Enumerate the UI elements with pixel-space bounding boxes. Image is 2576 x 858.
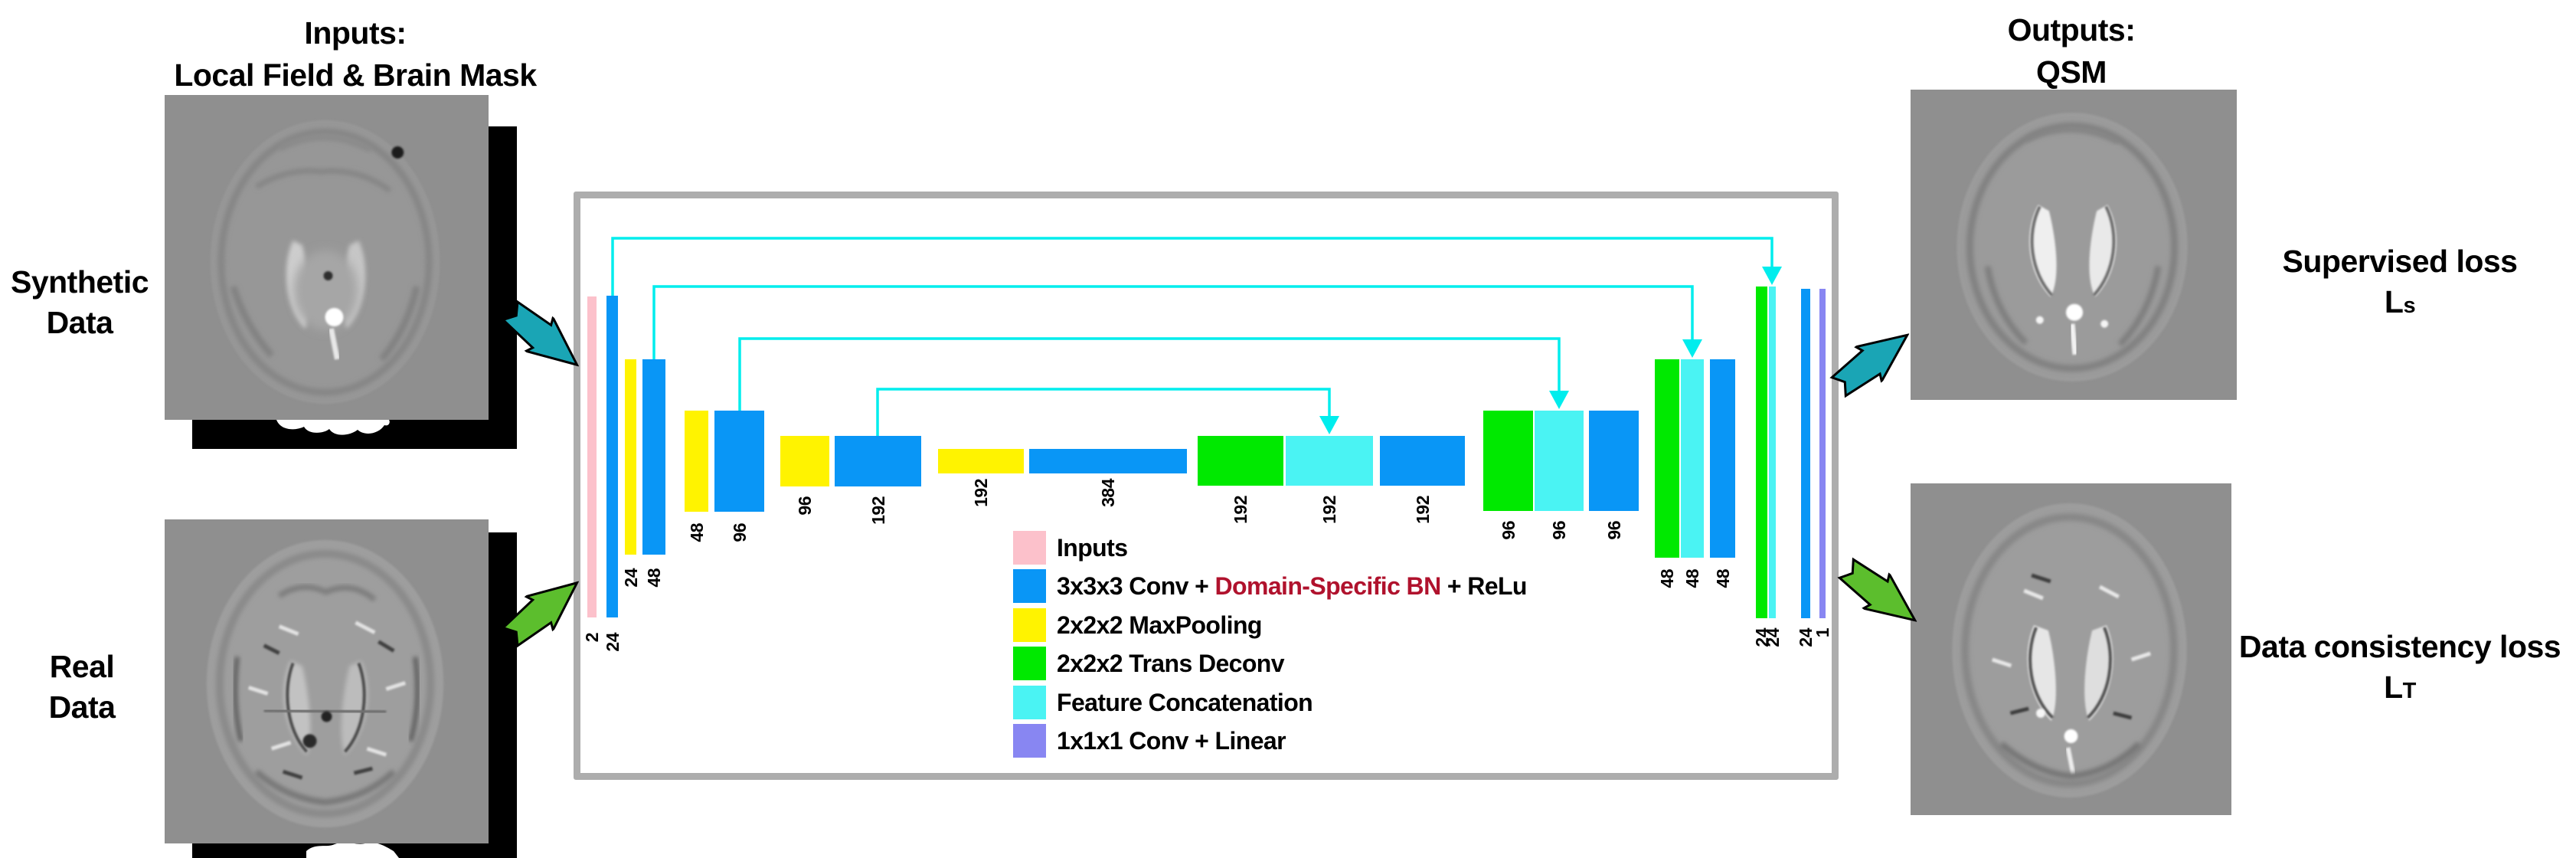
layer-bar-blue-24 <box>606 296 618 617</box>
layer-bar-blue-48 <box>1710 359 1735 558</box>
channel-count-label: 2 <box>582 633 602 643</box>
block-arrow-icon <box>1829 333 1910 398</box>
legend-label-part: Feature Concatenation <box>1057 688 1313 716</box>
channel-count-label: 24 <box>620 568 641 588</box>
legend-label-part: 2x2x2 MaxPooling <box>1057 611 1262 639</box>
outputs-title-line1: Outputs: <box>2007 12 2136 47</box>
layer-bar-cyan-192 <box>1286 436 1373 486</box>
layer-bar-green-192 <box>1198 436 1283 486</box>
channel-count-label: 96 <box>795 496 815 516</box>
layer-bar-blue-48 <box>642 359 665 555</box>
legend-label: 3x3x3 Conv + Domain-Specific BN + ReLu <box>1057 569 1527 603</box>
legend-label: 1x1x1 Conv + Linear <box>1057 724 1286 758</box>
channel-count-label: 48 <box>1657 569 1677 588</box>
legend-swatch-cyan <box>1013 685 1046 719</box>
legend-label: 2x2x2 MaxPooling <box>1057 608 1262 642</box>
legend-label-part: 3x3x3 Conv + <box>1057 572 1215 601</box>
inputs-title-line1: Inputs: <box>304 15 407 51</box>
qsm-supervised-output-image <box>1911 90 2237 400</box>
outputs-title: Outputs: QSM <box>1891 9 2251 93</box>
legend-swatch-green <box>1013 647 1046 681</box>
channel-count-label: 48 <box>1682 569 1702 588</box>
layer-bar-yellow-96 <box>780 436 829 486</box>
legend-label-part: Inputs <box>1057 534 1128 562</box>
layer-bar-blue-192 <box>1380 436 1465 486</box>
supervised-loss-label: Supervised loss Ls <box>2282 244 2518 319</box>
legend-swatch-yellow <box>1013 607 1046 642</box>
channel-count-label: 48 <box>1712 569 1733 588</box>
legend-label: Inputs <box>1057 531 1128 565</box>
real-localfield-image <box>165 519 489 843</box>
dc-output-arrow <box>1831 549 1930 639</box>
inputs-title: Inputs: Local Field & Brain Mask <box>91 12 619 97</box>
layer-bar-green-24 <box>1756 287 1767 618</box>
real-input-arrow <box>495 564 593 655</box>
synthetic-input-arrow <box>495 292 593 383</box>
layer-bar-purple-1 <box>1819 289 1826 618</box>
synthetic-data-label: Synthetic Data <box>10 264 149 340</box>
channel-count-label: 48 <box>686 523 707 542</box>
channel-count-label: 48 <box>644 568 664 588</box>
brain-mask-peek <box>276 420 390 435</box>
real-data-label: Real Data <box>48 649 116 725</box>
brain-mask-peek <box>306 842 399 858</box>
synthetic-localfield-image <box>165 95 489 420</box>
channel-count-label: 192 <box>1412 496 1433 524</box>
block-arrow-icon <box>501 581 580 648</box>
legend-swatch-purple <box>1013 724 1046 758</box>
outputs-title-line2: QSM <box>2036 54 2107 90</box>
channel-count-label: 96 <box>1603 521 1624 540</box>
data-consistency-loss-label: Data consistency loss LT <box>2238 629 2561 705</box>
legend-swatch-pink <box>1013 531 1046 565</box>
layer-bar-pink-2 <box>587 296 597 617</box>
layer-bar-cyan-24 <box>1769 287 1776 618</box>
layer-bar-blue-24 <box>1801 289 1810 618</box>
channel-count-label: 24 <box>602 633 623 652</box>
channel-count-label: 96 <box>1498 521 1518 540</box>
layer-bar-blue-96 <box>714 411 764 512</box>
legend-label-part: + ReLu <box>1440 572 1528 601</box>
inputs-title-line2: Local Field & Brain Mask <box>174 57 537 93</box>
layer-bar-yellow-192 <box>938 449 1024 473</box>
legend-label-part: 2x2x2 Trans Deconv <box>1057 650 1285 678</box>
layer-bar-blue-384 <box>1029 449 1187 473</box>
channel-count-label: 96 <box>1549 521 1569 540</box>
layer-bar-cyan-48 <box>1681 359 1704 558</box>
block-arrow-icon <box>501 300 580 367</box>
layer-bar-green-48 <box>1655 359 1679 558</box>
channel-count-label: 1 <box>1813 628 1832 638</box>
layer-bar-yellow-48 <box>685 411 708 512</box>
channel-count-label: 192 <box>868 496 888 525</box>
layer-bar-blue-96 <box>1589 411 1639 511</box>
channel-count-label: 384 <box>1098 479 1118 507</box>
block-arrow-icon <box>1837 557 1917 622</box>
legend-label: 2x2x2 Trans Deconv <box>1057 647 1285 680</box>
channel-count-label: 24 <box>1762 628 1783 647</box>
legend-label-part: 1x1x1 Conv + Linear <box>1057 727 1286 755</box>
layer-bar-green-96 <box>1483 411 1533 511</box>
layer-bar-yellow-24 <box>625 359 636 555</box>
supervised-output-arrow <box>1823 316 1922 405</box>
layer-bar-blue-192 <box>835 436 921 486</box>
legend-swatch-blue <box>1013 569 1046 604</box>
qsm-dc-output-image <box>1911 483 2231 815</box>
layer-bar-cyan-96 <box>1535 411 1584 511</box>
channel-count-label: 96 <box>729 523 750 542</box>
channel-count-label: 192 <box>971 479 991 507</box>
channel-count-label: 192 <box>1319 496 1339 524</box>
legend-label-highlight: Domain-Specific BN <box>1214 572 1442 601</box>
channel-count-label: 192 <box>1231 496 1250 524</box>
legend-label: Feature Concatenation <box>1057 686 1313 719</box>
